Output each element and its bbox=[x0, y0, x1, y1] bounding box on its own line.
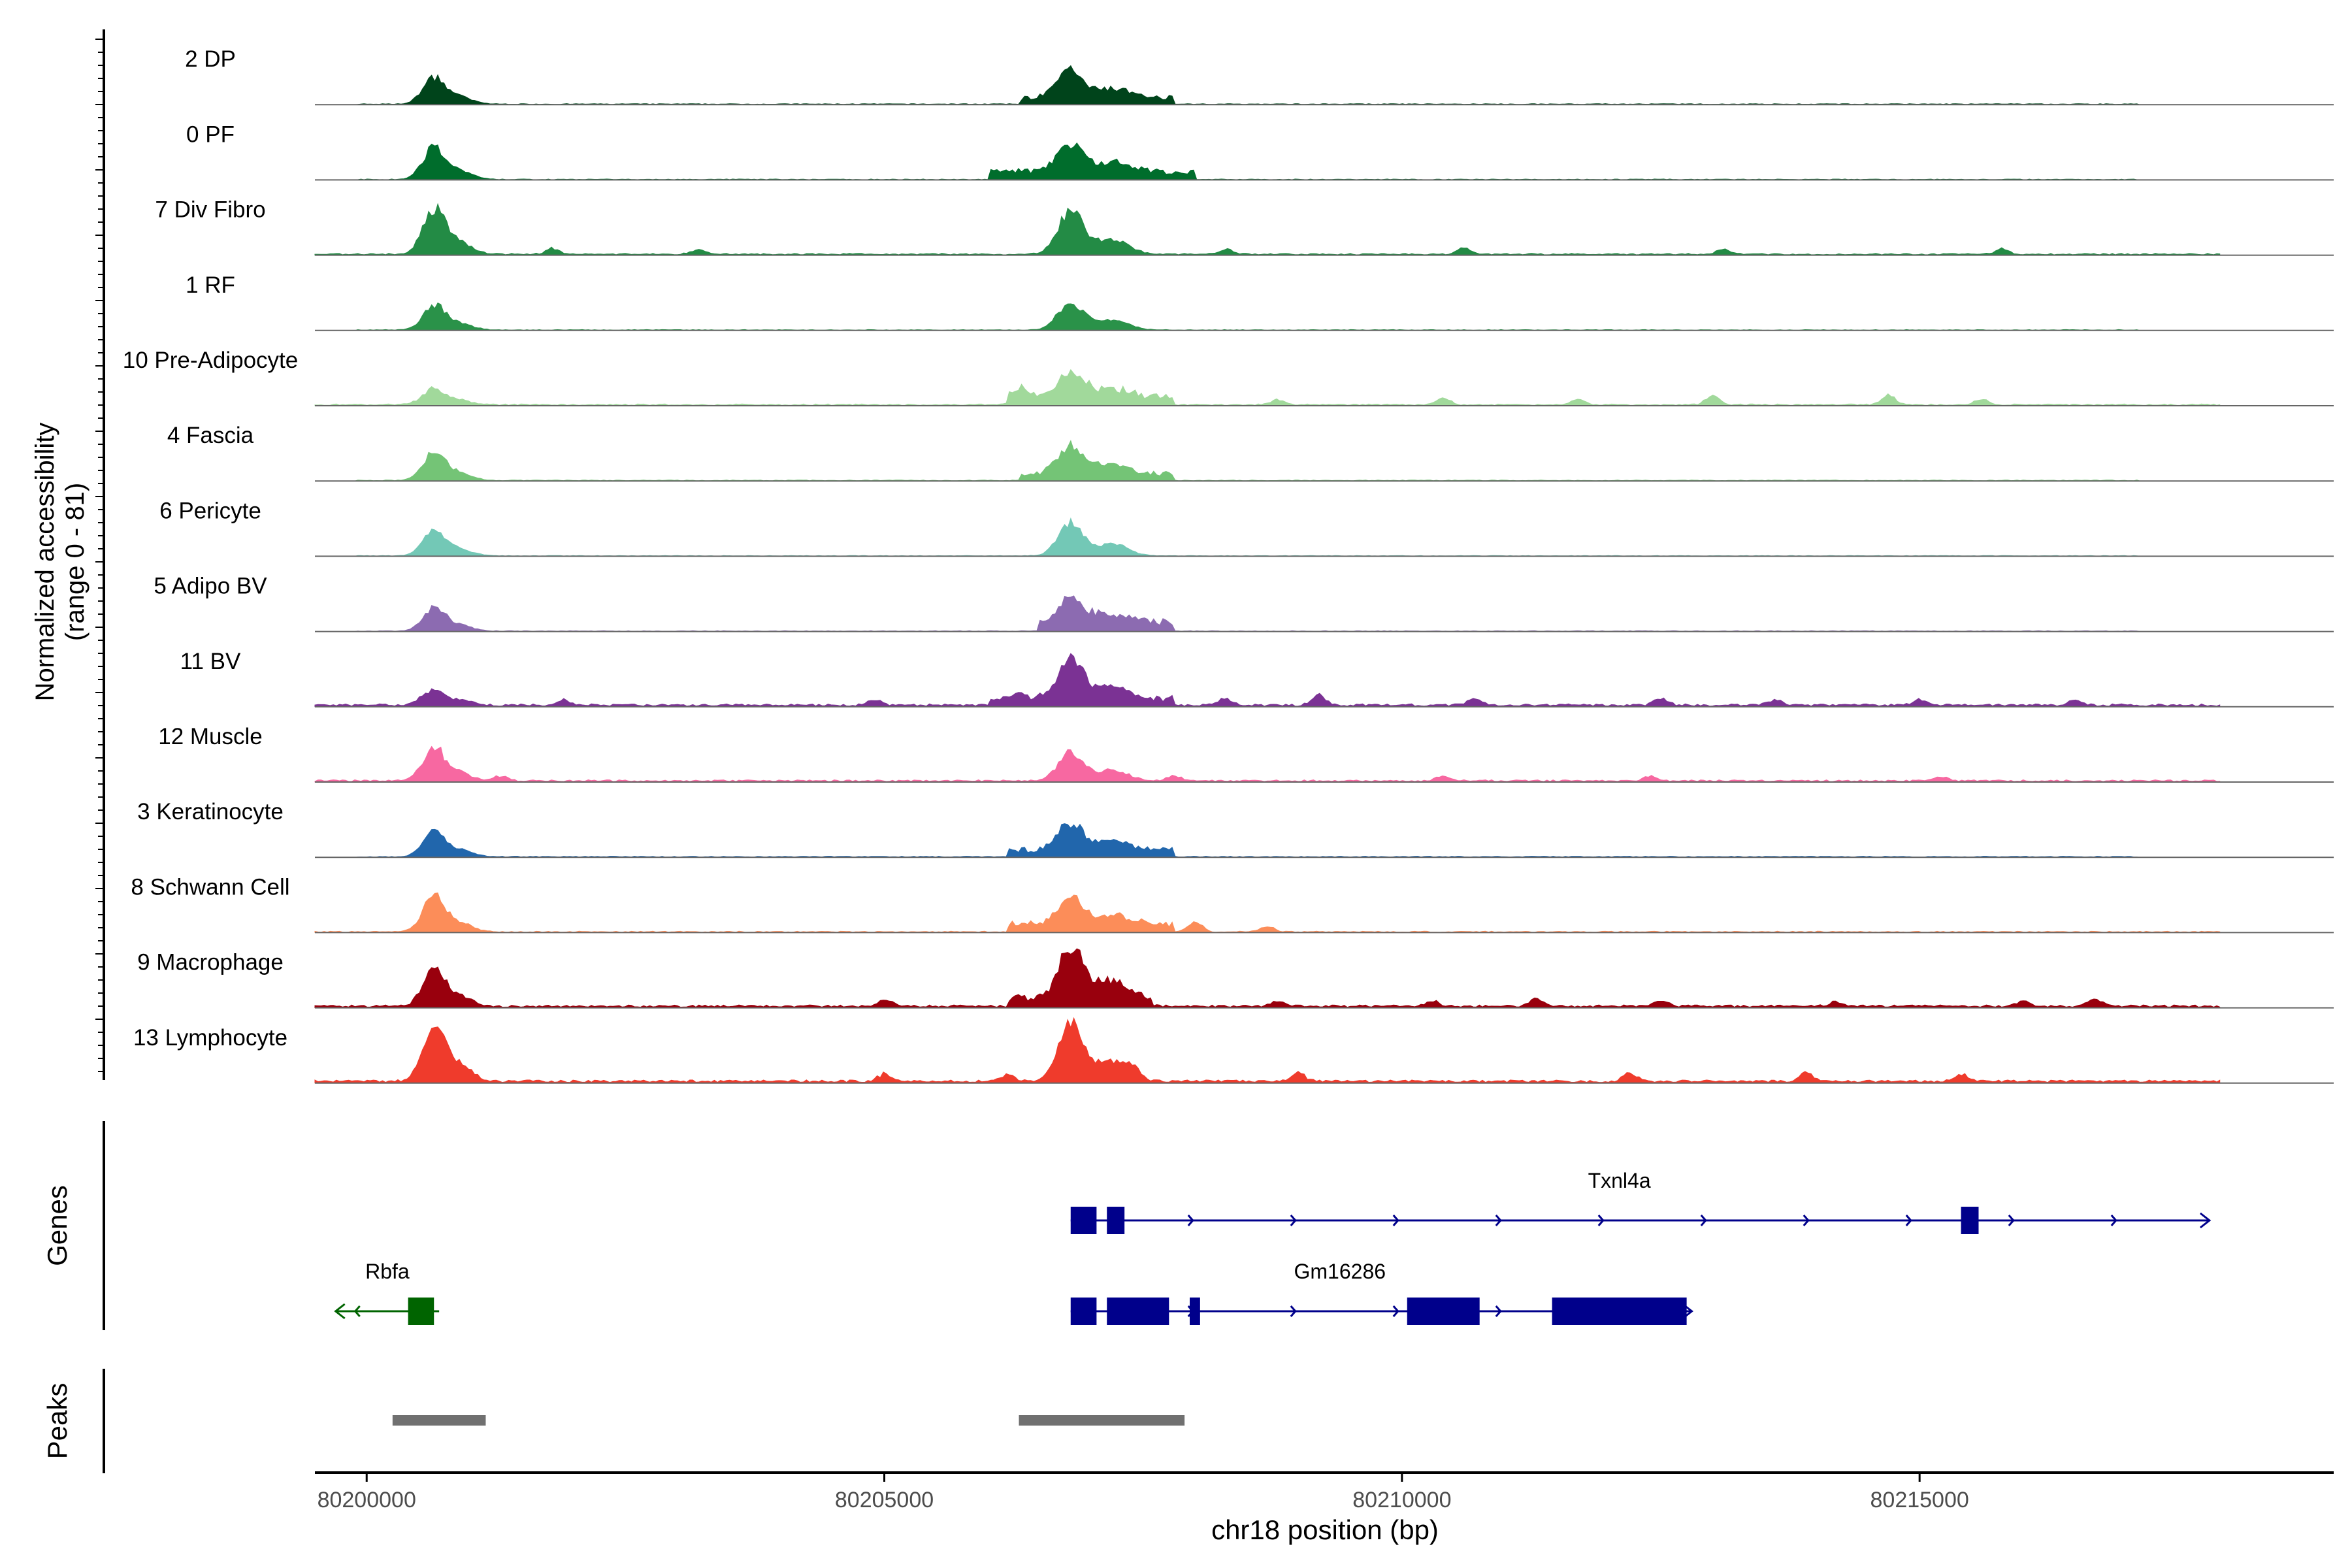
strand-chevron bbox=[1700, 1215, 1707, 1226]
exon bbox=[1961, 1207, 1979, 1234]
track-label: 9 Macrophage bbox=[137, 950, 284, 975]
track-area-9 bbox=[314, 745, 2221, 783]
strand-chevron bbox=[1803, 1215, 1810, 1226]
track-label: 4 Fascia bbox=[167, 423, 254, 448]
track-label: 3 Keratinocyte bbox=[137, 799, 284, 825]
x-tick-label: 80215000 bbox=[1870, 1488, 1969, 1512]
exon bbox=[1407, 1298, 1480, 1325]
strand-chevron bbox=[353, 1305, 361, 1317]
gene-label: Txnl4a bbox=[1588, 1169, 1651, 1192]
track-label: 12 Muscle bbox=[158, 724, 263, 749]
strand-chevron bbox=[1597, 1215, 1605, 1226]
y-axis-subtitle: (range 0 - 81) bbox=[61, 483, 90, 641]
track-area-4 bbox=[314, 368, 2221, 406]
track-labels: 2 DP 0 PF 7 Div Fibro 1 RF 10 Pre-Adipocyte 4… bbox=[123, 46, 298, 1051]
exon bbox=[1070, 1207, 1097, 1234]
track-area-10 bbox=[315, 823, 2220, 858]
exon bbox=[1107, 1207, 1125, 1234]
accessibility-tracks bbox=[314, 65, 2334, 1084]
peak-bar bbox=[1019, 1415, 1185, 1426]
y-axis-title: Normalized accessibility bbox=[31, 423, 59, 702]
strand-chevron bbox=[1392, 1305, 1399, 1317]
peak-bar bbox=[392, 1415, 486, 1426]
gene-label: Rbfa bbox=[365, 1260, 410, 1283]
track-label: 1 RF bbox=[186, 272, 235, 298]
exon bbox=[1107, 1298, 1169, 1325]
track-area-6 bbox=[315, 517, 2220, 557]
x-tick-label: 80205000 bbox=[835, 1488, 934, 1512]
strand-arrowhead bbox=[334, 1303, 346, 1320]
track-label: 6 Pericyte bbox=[159, 498, 261, 523]
track-label: 7 Div Fibro bbox=[155, 197, 265, 223]
exon bbox=[1190, 1298, 1200, 1325]
strand-chevron bbox=[1290, 1215, 1297, 1226]
exon bbox=[408, 1298, 434, 1325]
exon bbox=[1070, 1298, 1097, 1325]
track-label: 11 BV bbox=[180, 649, 241, 674]
track-area-8 bbox=[314, 653, 2221, 708]
strand-chevron bbox=[2110, 1215, 2117, 1226]
track-area-7 bbox=[315, 595, 2220, 632]
x-tick-label: 80210000 bbox=[1352, 1488, 1451, 1512]
track-label: 5 Adipo BV bbox=[154, 574, 267, 599]
exon bbox=[1552, 1298, 1687, 1325]
gene-label: Gm16286 bbox=[1294, 1260, 1386, 1283]
track-label: 0 PF bbox=[186, 122, 235, 147]
strand-chevron bbox=[1290, 1305, 1297, 1317]
track-area-3 bbox=[315, 302, 2220, 331]
strand-chevron bbox=[1392, 1215, 1399, 1226]
x-axis-title: chr18 position (bp) bbox=[1211, 1514, 1439, 1545]
track-area-2 bbox=[314, 203, 2221, 256]
track-label: 2 DP bbox=[185, 46, 236, 72]
strand-chevron bbox=[2008, 1215, 2015, 1226]
genes-panel-title: Genes bbox=[42, 1185, 73, 1266]
track-area-0 bbox=[315, 65, 2220, 105]
track-label: 8 Schwann Cell bbox=[131, 874, 289, 900]
track-label: 10 Pre-Adipocyte bbox=[123, 348, 298, 373]
strand-arrowhead bbox=[2199, 1212, 2212, 1229]
peaks-panel bbox=[392, 1415, 1185, 1426]
track-area-5 bbox=[315, 440, 2220, 482]
strand-chevron bbox=[1495, 1215, 1502, 1226]
y-axis-ticks bbox=[95, 39, 104, 1072]
track-area-1 bbox=[315, 142, 2220, 180]
track-area-12 bbox=[314, 948, 2221, 1009]
strand-chevron bbox=[1495, 1305, 1502, 1317]
peaks-panel-title: Peaks bbox=[42, 1383, 73, 1460]
track-label: 13 Lymphocyte bbox=[133, 1025, 287, 1051]
track-area-11 bbox=[314, 892, 2221, 933]
x-axis: 80200000 80205000 80210000 80215000 bbox=[315, 1471, 2334, 1512]
strand-chevron bbox=[1187, 1215, 1194, 1226]
gene-annotation-panel: Txnl4a Gm16286 Rbfa bbox=[334, 1169, 2212, 1325]
strand-chevron bbox=[1905, 1215, 1912, 1226]
x-tick-label: 80200000 bbox=[318, 1488, 416, 1512]
track-area-13 bbox=[314, 1017, 2221, 1084]
